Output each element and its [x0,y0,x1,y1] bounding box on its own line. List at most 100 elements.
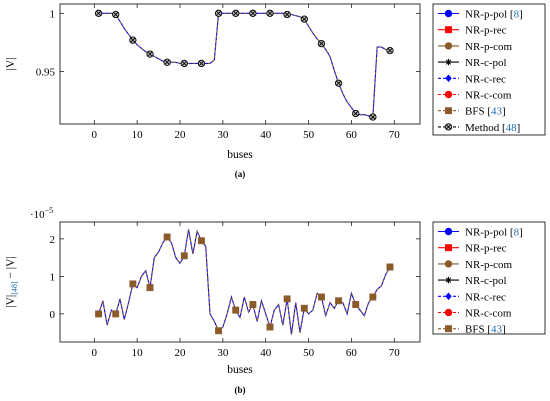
data-point [249,301,257,308]
legend-marker [444,308,453,317]
data-point [129,280,137,288]
data-point [163,233,171,241]
data-point-marker [95,310,103,318]
data-point-marker-cross [164,59,170,65]
data-point-marker-cross [370,114,376,120]
legend-entry: NR-p-pol [8] [438,9,523,21]
legend-label-name: NR-c-pol [465,57,507,69]
panel-caption: (b) [235,385,246,395]
legend-entry: NR-p-rec [438,243,507,255]
y-tick-label: 1 [50,8,56,20]
y-axis-label-part: − |V| [5,256,17,281]
y-scale-label: ·10−5 [30,206,53,221]
legend-label: BFS [43] [465,106,506,118]
data-point-marker-cross [130,37,136,43]
data-point-marker-cross [284,11,290,18]
plot-frame [59,221,421,343]
x-tick-label: 20 [175,129,187,141]
legend-entry: Method [48] [438,122,520,134]
data-point [215,327,223,335]
series-line-solid [98,12,391,118]
legend-label-name: BFS [465,324,487,336]
legend-bracket: [ [487,324,491,336]
data-point-marker-cross [216,10,222,16]
x-axis-label: buses [227,149,253,161]
data-point-marker [283,295,291,303]
series-line-dashed [98,229,391,335]
legend-marker [444,260,453,268]
data-point-marker [300,304,308,312]
data-point-marker [386,263,394,271]
data-point [146,50,154,58]
y-axis-label: |V| [5,58,17,71]
legend-entry: NR-p-pol [8] [438,227,523,239]
data-point [95,310,103,318]
x-tick-label: 10 [132,347,144,359]
y-scale-exponent: −5 [45,206,54,215]
legend-bracket: [ [502,122,506,134]
legend-label: NR-c-rec [465,73,506,85]
data-point-marker-cross [336,80,342,86]
legend-ref: 8 [514,227,520,239]
legend-marker-cross [445,124,452,130]
legend-label-name: NR-c-rec [465,73,506,85]
legend-label-name: NR-c-com [465,308,512,320]
legend-entry: NR-c-pol [438,275,507,287]
legend-label: BFS [43] [465,324,506,336]
data-point [112,10,120,19]
data-point [386,46,394,55]
data-point-marker [129,280,137,288]
series-line-dashed [98,12,391,118]
data-point [249,9,257,17]
data-point [214,9,223,17]
legend-bracket: [ [510,227,514,239]
data-point-marker-cross [198,60,204,66]
y-axis-label-ref: [48] [10,281,19,295]
legend-entry: NR-p-rec [438,25,507,37]
legend-label: NR-c-pol [465,275,507,287]
legend-label-name: NR-p-com [465,259,512,271]
data-point-marker [232,306,240,314]
data-point [334,79,343,87]
legend-marker [444,227,453,236]
legend-bracket: ] [517,122,521,134]
x-tick-label: 30 [217,347,229,359]
legend-bracket: [ [487,106,491,118]
legend-marker [444,90,453,99]
data-point [197,59,206,68]
legend-bracket: ] [502,324,506,336]
legend-ref: 8 [514,9,520,21]
data-point-marker [266,323,274,331]
legend-marker [445,26,452,34]
y-scale-base: ·10 [30,209,45,221]
legend-label-name: Method [465,122,502,134]
plot-area [94,9,394,121]
x-tick-label: 30 [217,129,229,141]
legend-label: NR-p-pol [8] [465,9,523,21]
data-point-marker [180,252,188,260]
chart-panel-a: 0 10 20 30 40 50 60 70 0.95 1 buses |V| NR-p-pol [8]… [5,3,546,179]
x-tick-label: 0 [92,129,98,141]
legend-marker [445,292,452,301]
legend-label: NR-c-rec [465,291,506,303]
legend-bracket: ] [519,9,523,21]
data-point [300,304,308,312]
data-point-marker-cross [250,10,256,16]
data-point [317,39,326,48]
legend-ref: 43 [491,106,503,118]
legend-label-name: NR-p-com [465,41,512,53]
legend-ref: 43 [491,324,503,336]
series-line-solid [98,229,391,335]
data-point-marker-cross [267,10,273,16]
panel-caption: (a) [235,169,246,179]
x-tick-label: 40 [260,347,272,359]
legend-label-name: BFS [465,106,487,118]
data-point [386,263,394,271]
data-point-marker-cross [353,110,359,117]
legend-marker [445,276,452,284]
data-point [129,36,137,44]
data-point-marker [197,237,205,245]
legend-marker [445,58,452,66]
